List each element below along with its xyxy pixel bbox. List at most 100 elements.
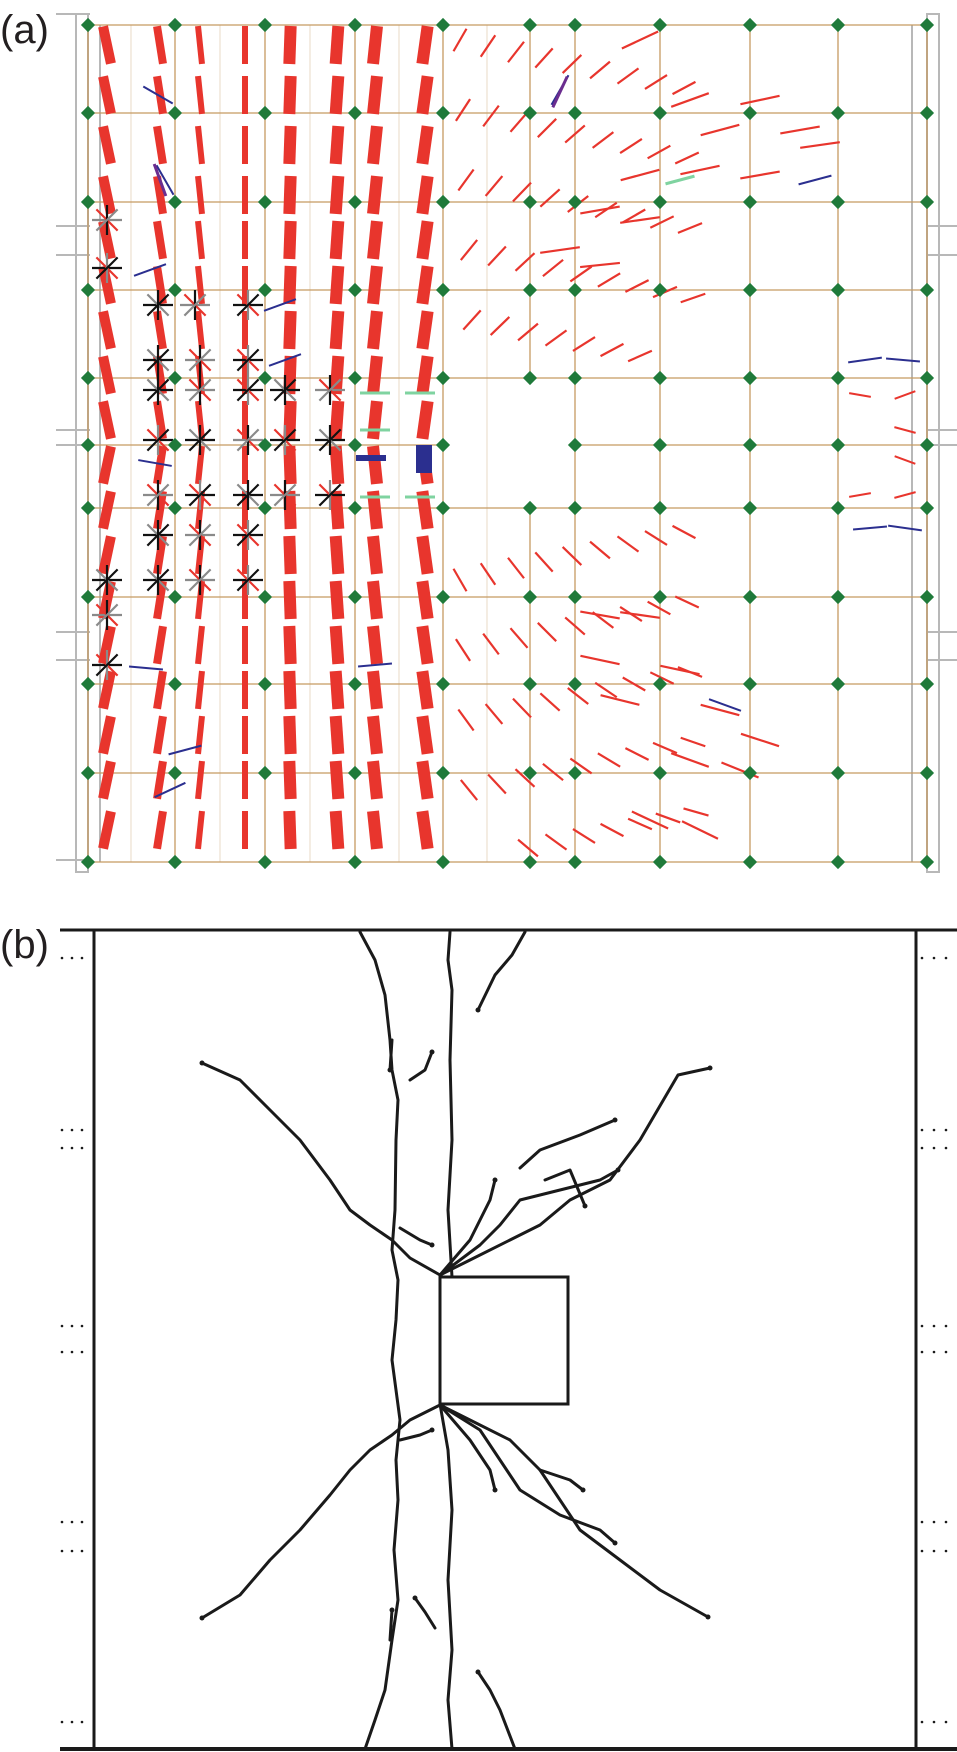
crack-inclined-mark <box>672 524 696 540</box>
asterisk-stroke <box>188 428 212 452</box>
crack-band-mark <box>195 810 205 850</box>
asterisk-stroke <box>188 568 212 592</box>
crack-inclined-mark <box>672 80 696 96</box>
support-dot <box>920 1720 924 1724</box>
mesh-node <box>652 194 668 210</box>
crack-end-dot <box>705 1614 711 1620</box>
mesh-node <box>435 105 451 121</box>
asterisk-stroke <box>146 293 170 317</box>
mesh-node <box>652 854 668 870</box>
asterisk-stroke <box>188 523 212 547</box>
crushing-asterisk <box>143 290 173 320</box>
crack-inclined-mark <box>848 492 872 498</box>
crack-end-dot <box>387 1067 393 1073</box>
crack-band-mark <box>283 810 297 850</box>
support-dot <box>60 1350 64 1354</box>
crack-inclined-mark <box>507 557 525 579</box>
crack-band-mark <box>98 670 116 710</box>
crack-inclined-mark <box>580 205 620 215</box>
crack-band-mark <box>416 535 434 575</box>
closed-crack-block <box>356 455 386 461</box>
crack-inclined-mark <box>680 736 706 748</box>
crack-band-mark <box>98 810 116 850</box>
crack-band-mark <box>283 625 297 665</box>
mesh-node <box>167 282 183 298</box>
mesh-node <box>830 854 846 870</box>
support-dot <box>920 1324 924 1328</box>
mesh-node <box>167 854 183 870</box>
asterisk-stroke <box>146 378 170 402</box>
crack-end-dot <box>429 1427 435 1433</box>
crack-inclined-mark <box>627 349 653 363</box>
crack-inclined-mark <box>644 74 668 90</box>
crack-band-mark <box>98 355 116 395</box>
mesh-node <box>652 765 668 781</box>
crushing-asterisk <box>185 375 215 405</box>
crack-band-mark <box>195 670 205 710</box>
mesh-node <box>567 370 583 386</box>
crack-end-dot <box>612 1540 618 1546</box>
crushing-asterisk <box>233 290 263 320</box>
crack-band-mark <box>416 760 434 800</box>
crack-band-mark <box>153 125 167 165</box>
crack-band-mark <box>195 175 205 215</box>
crack-band-mark <box>283 25 297 65</box>
mesh-node <box>80 17 96 33</box>
crack-inclined-mark <box>589 60 611 80</box>
crack-band-mark <box>195 715 205 755</box>
crack-inclined-mark <box>848 392 872 398</box>
mesh-node <box>919 765 935 781</box>
crack-inclined-mark <box>660 664 700 676</box>
mesh-node <box>830 437 846 453</box>
mesh-node <box>347 194 363 210</box>
closed-crack-mark <box>155 164 175 196</box>
crack-band-mark <box>416 670 434 710</box>
crack-band-mark <box>329 625 345 665</box>
mesh-node <box>80 589 96 605</box>
support-dot <box>70 1128 74 1132</box>
asterisk-stroke <box>236 378 260 402</box>
mesh-node <box>347 282 363 298</box>
crack-band-mark <box>367 355 383 395</box>
crack-band-mark <box>329 580 345 620</box>
mesh-node <box>80 854 96 870</box>
crack-band-mark <box>98 125 116 165</box>
closed-crack-mark <box>168 744 202 756</box>
mesh-node <box>257 500 273 516</box>
crack-inclined-mark <box>680 164 720 176</box>
closed-crack-mark <box>848 356 882 364</box>
crushing-asterisk <box>185 520 215 550</box>
asterisk-stroke <box>183 293 207 317</box>
mesh-node <box>830 17 846 33</box>
mesh-node <box>522 676 538 692</box>
crack-band-mark <box>329 445 345 485</box>
mesh-node <box>742 854 758 870</box>
crack-band-mark <box>367 810 383 850</box>
crack-inclined-mark <box>652 741 678 755</box>
mesh-node <box>80 194 96 210</box>
crack-band-mark <box>283 310 297 350</box>
mesh-node <box>167 500 183 516</box>
crack-inclined-mark <box>600 822 624 838</box>
closed-crack-mark <box>133 263 167 277</box>
mesh-node <box>80 105 96 121</box>
crack-band-mark <box>195 625 205 665</box>
crack-band-mark <box>416 25 434 65</box>
upper-right-crack <box>438 1168 620 1277</box>
crack-inclined-mark <box>539 692 561 712</box>
crack-inclined-mark <box>622 208 646 224</box>
mesh-node <box>347 105 363 121</box>
mesh-node <box>742 105 758 121</box>
mesh-node <box>652 105 668 121</box>
mesh-node <box>919 194 935 210</box>
crack-end-dot <box>582 1203 588 1209</box>
support-dot <box>944 1128 948 1132</box>
support-dot <box>932 1720 936 1724</box>
crack-band-mark <box>367 175 383 215</box>
crack-inclined-mark <box>780 125 820 135</box>
short-bottom-crack <box>476 1670 517 1751</box>
crack-inclined-mark <box>674 151 700 165</box>
support-dot <box>932 956 936 960</box>
crack-inclined-mark <box>537 118 557 138</box>
crack-band-mark <box>195 760 205 800</box>
